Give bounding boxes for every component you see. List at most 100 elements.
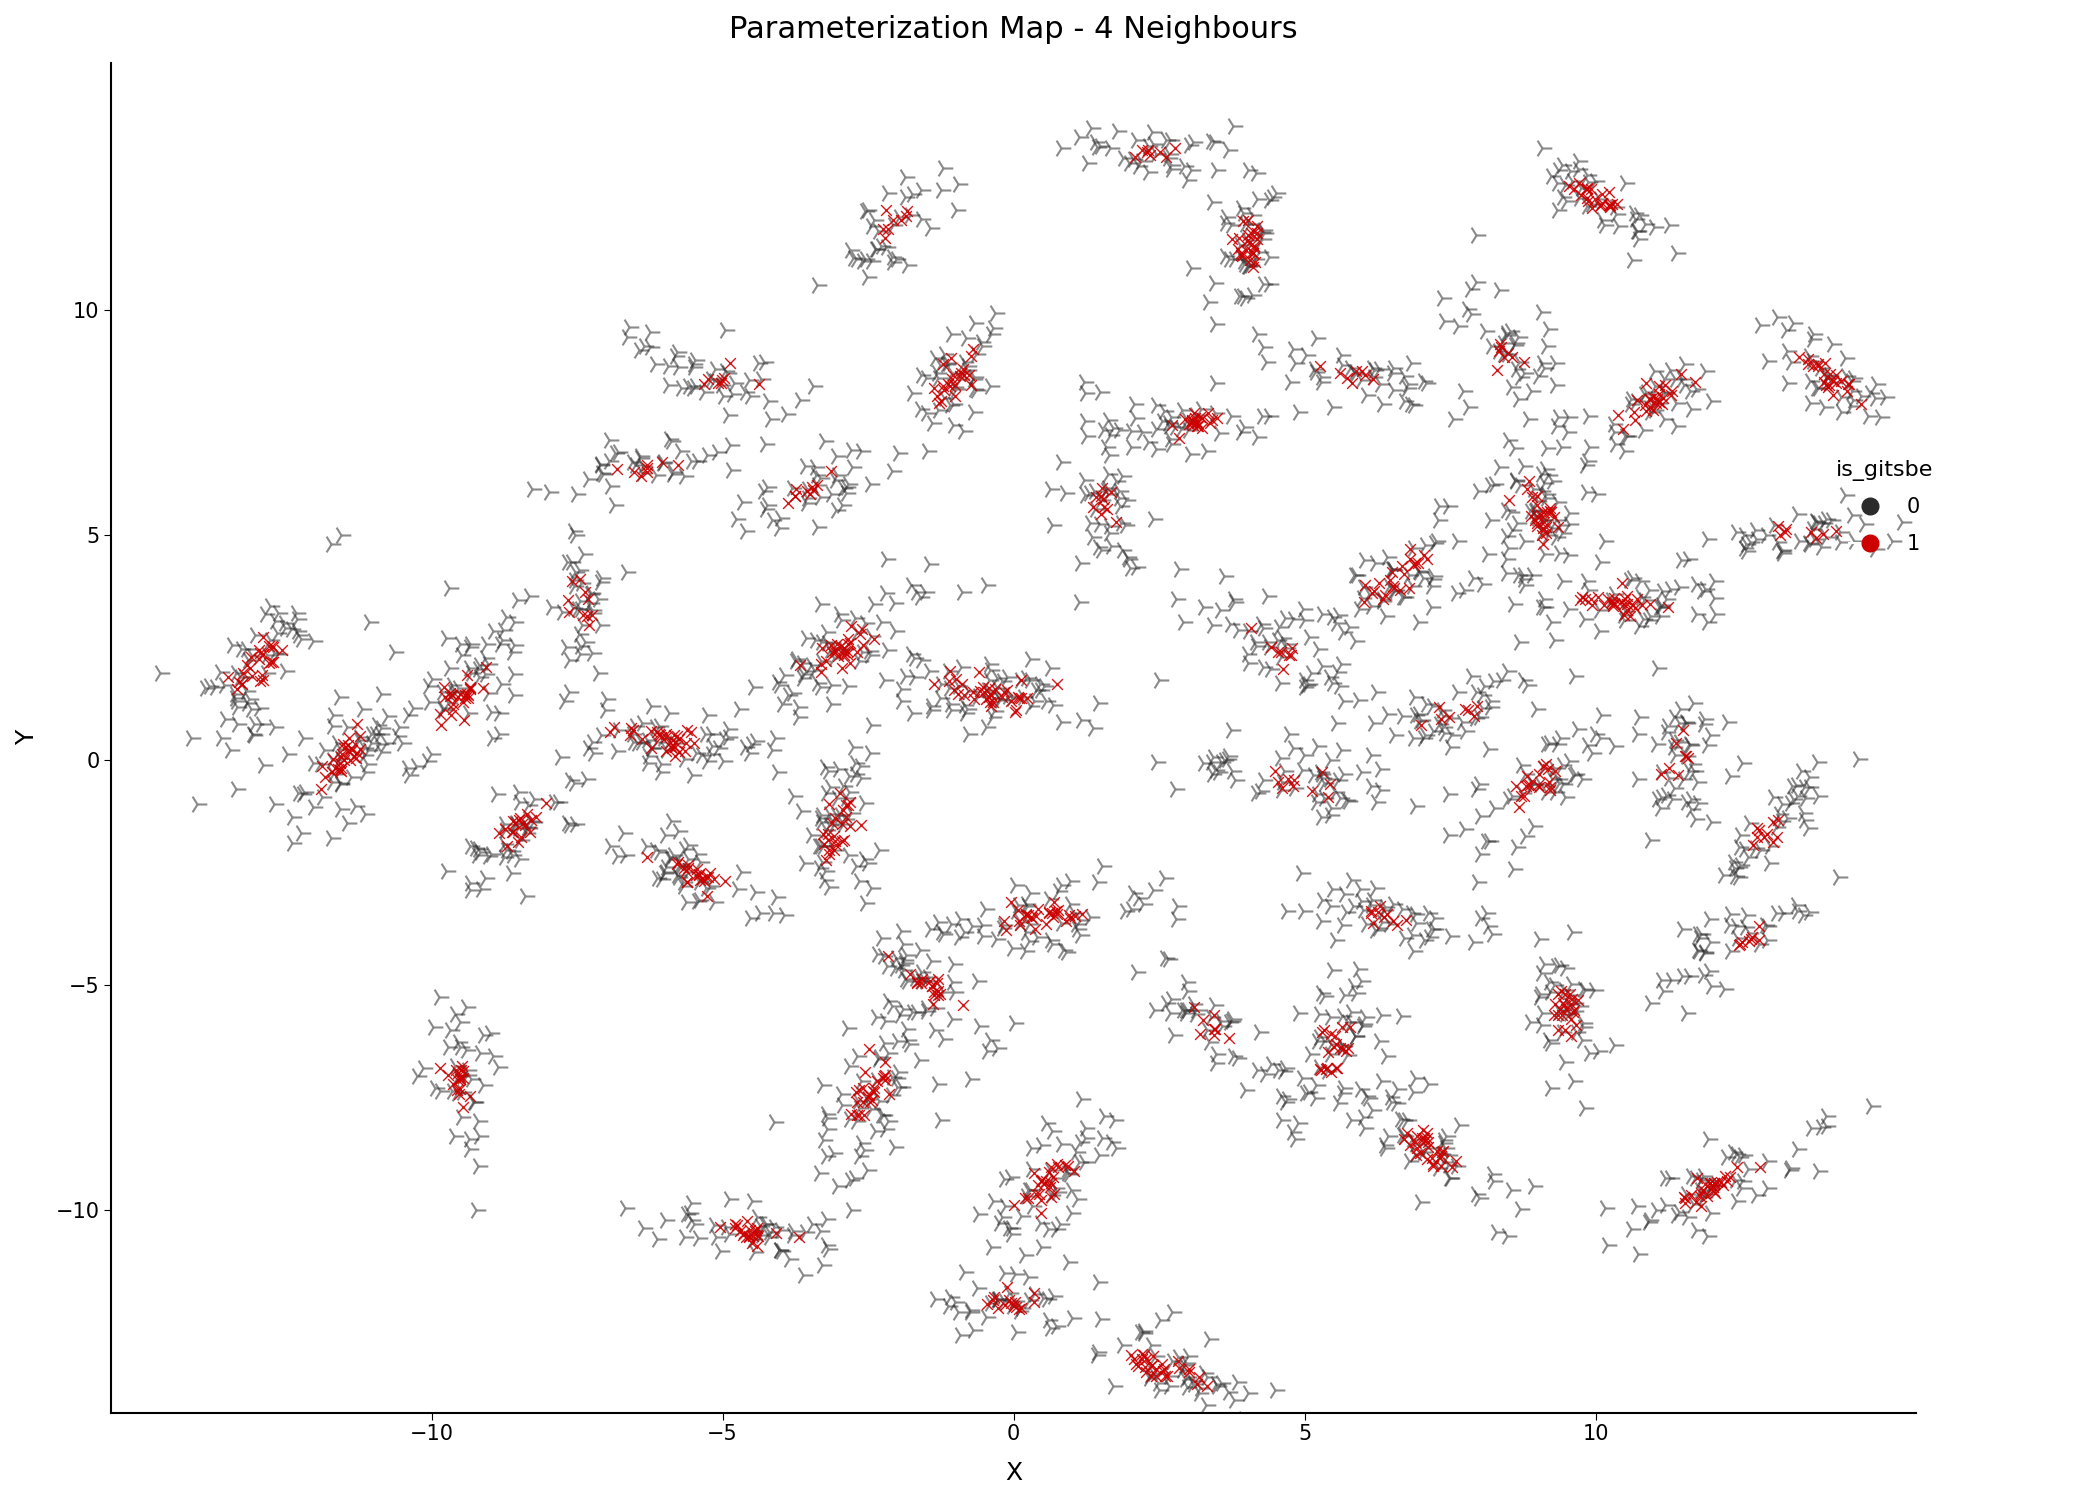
Point <box>1063 591 1096 615</box>
Point <box>1409 723 1443 747</box>
Point <box>834 765 867 789</box>
Point <box>1655 786 1688 810</box>
Point <box>462 1108 496 1132</box>
Point <box>1611 584 1644 608</box>
Point <box>945 580 979 604</box>
Point <box>1625 585 1659 609</box>
Point <box>1405 566 1439 590</box>
Point <box>985 916 1018 940</box>
Point <box>1508 762 1541 786</box>
Point <box>1319 928 1352 952</box>
Point <box>143 660 176 684</box>
Point <box>1739 528 1772 552</box>
Point <box>1346 585 1380 609</box>
Point <box>275 806 309 830</box>
Point <box>567 630 601 654</box>
Point <box>1008 939 1042 963</box>
Point <box>1796 518 1829 542</box>
Point <box>1012 1288 1046 1312</box>
Point <box>1609 171 1642 195</box>
Point <box>1772 790 1806 814</box>
Point <box>1369 1044 1403 1068</box>
Point <box>937 375 970 399</box>
Point <box>664 375 697 399</box>
Point <box>1802 783 1835 807</box>
Point <box>475 842 508 866</box>
Point <box>1231 228 1264 252</box>
Point <box>1199 1042 1233 1066</box>
Point <box>1392 372 1426 396</box>
Point <box>1552 174 1586 198</box>
Point <box>722 698 756 721</box>
Point <box>487 844 521 868</box>
Point <box>750 476 783 500</box>
Point <box>1044 1132 1077 1156</box>
Point <box>1588 1196 1621 1219</box>
Point <box>225 672 258 696</box>
Point <box>798 658 832 682</box>
Point <box>1808 366 1842 390</box>
Point <box>391 704 424 728</box>
Point <box>1460 777 1493 801</box>
Point <box>924 686 958 709</box>
Point <box>918 980 951 1004</box>
Point <box>1340 981 1373 1005</box>
Point <box>1533 516 1567 540</box>
Point <box>1667 1186 1701 1210</box>
Point <box>653 735 687 759</box>
Point <box>926 342 960 366</box>
Point <box>668 856 701 880</box>
Point <box>487 618 521 642</box>
Point <box>1777 788 1810 812</box>
Point <box>1632 387 1665 411</box>
Point <box>1688 358 1722 382</box>
Point <box>970 1038 1004 1062</box>
Point <box>1478 1220 1512 1244</box>
Point <box>790 486 823 510</box>
Point <box>1819 519 1852 543</box>
Point <box>1306 602 1340 625</box>
Point <box>1598 591 1632 615</box>
Point <box>1791 531 1825 555</box>
Point <box>563 558 596 582</box>
Point <box>1138 1358 1172 1382</box>
Point <box>504 825 538 849</box>
Point <box>1838 530 1871 554</box>
Point <box>832 1107 865 1131</box>
Point <box>857 627 890 651</box>
Point <box>1564 585 1598 609</box>
Point <box>863 1102 897 1126</box>
Point <box>1625 419 1659 442</box>
Point <box>777 484 811 508</box>
Point <box>1151 146 1184 170</box>
Point <box>1287 668 1321 692</box>
Point <box>1348 1005 1382 1029</box>
Point <box>1176 410 1210 434</box>
Point <box>968 680 1002 703</box>
Point <box>804 651 838 675</box>
Point <box>1264 778 1298 802</box>
Point <box>1808 369 1842 393</box>
Point <box>1132 159 1166 183</box>
Point <box>1472 688 1506 712</box>
Point <box>729 735 762 759</box>
Point <box>1403 560 1436 584</box>
Point <box>974 682 1008 706</box>
Point <box>1178 998 1212 1022</box>
Point <box>1527 542 1560 566</box>
Point <box>953 1299 987 1323</box>
Point <box>827 640 861 664</box>
Point <box>1060 916 1094 940</box>
Point <box>1634 604 1667 628</box>
Point <box>1033 900 1067 924</box>
Point <box>626 711 659 735</box>
Point <box>401 1064 435 1088</box>
Point <box>1170 1000 1203 1024</box>
Point <box>708 318 741 342</box>
Point <box>1315 958 1348 982</box>
Point <box>1606 608 1640 631</box>
Point <box>1411 1130 1445 1154</box>
Point <box>1754 850 1787 874</box>
Point <box>1455 930 1489 954</box>
Point <box>859 237 892 261</box>
